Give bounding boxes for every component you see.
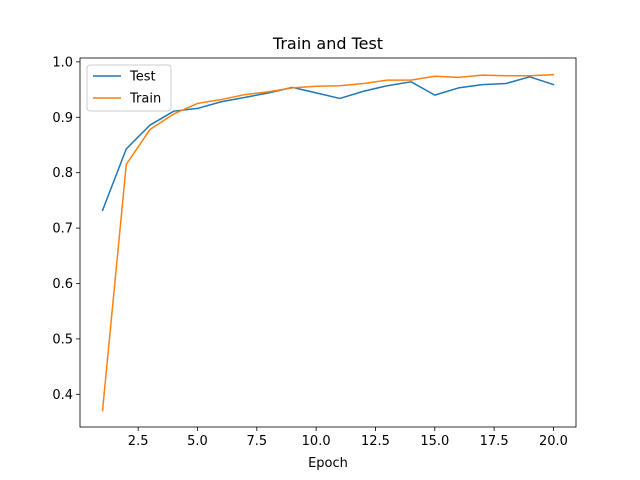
- x-tick-label: 17.5: [480, 434, 509, 449]
- plot-area: 2.5 5.0 7.5 10.0 12.5 15.0 17.5 20.0 0.4 0.5 0.6 0.…: [52, 55, 577, 449]
- y-tick-label: 0.6: [52, 277, 73, 292]
- y-tick-label: 0.9: [52, 111, 73, 126]
- y-tick-label: 0.7: [52, 222, 73, 237]
- y-tick-label: 1.0: [52, 55, 73, 70]
- x-axis-label: Epoch: [308, 456, 348, 471]
- legend-label: Train: [129, 92, 161, 107]
- x-tick-label: 2.5: [128, 434, 149, 449]
- y-tick-label: 0.8: [52, 166, 73, 181]
- x-tick-label: 20.0: [539, 434, 568, 449]
- y-tick-label: 0.5: [52, 332, 73, 347]
- x-tick-label: 10.0: [302, 434, 331, 449]
- axes-frame: [79, 57, 577, 428]
- chart-title: Train and Test: [272, 34, 383, 53]
- series-line-test: [101, 76, 555, 212]
- x-tick-label: 12.5: [361, 434, 390, 449]
- x-tick-label: 15.0: [420, 434, 449, 449]
- y-tick-label: 0.4: [52, 388, 73, 403]
- x-tick-label: 7.5: [246, 434, 267, 449]
- legend-label: Test: [129, 70, 156, 85]
- x-tick-label: 5.0: [187, 434, 208, 449]
- series-line-train: [101, 73, 555, 412]
- legend: Test Train: [86, 64, 172, 112]
